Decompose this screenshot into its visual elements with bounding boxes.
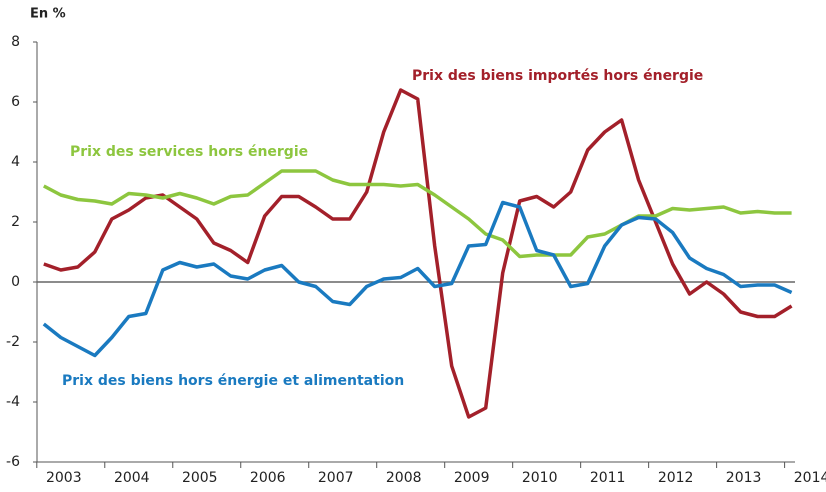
x-tick-label: 2004 xyxy=(114,470,150,486)
x-tick-label: 2007 xyxy=(318,470,354,486)
series-line xyxy=(43,88,793,419)
series-line xyxy=(42,169,792,259)
series-label: Prix des services hors énergie xyxy=(70,144,308,160)
x-tick-label: 2008 xyxy=(386,470,422,486)
x-tick-label: 2005 xyxy=(182,470,218,486)
x-tick-label: 2009 xyxy=(454,470,490,486)
x-tick-label: 2011 xyxy=(590,470,626,486)
y-tick-label: -4 xyxy=(6,394,20,410)
y-tick-label: 0 xyxy=(11,274,20,290)
x-tick-label: 2006 xyxy=(250,470,286,486)
x-tick-label: 2013 xyxy=(726,470,762,486)
y-tick-label: -6 xyxy=(6,454,20,470)
series-label: Prix des biens importés hors énergie xyxy=(412,68,703,84)
y-tick-label: 4 xyxy=(11,154,20,170)
x-tick-label: 2012 xyxy=(658,470,694,486)
y-axis-label: En % xyxy=(30,7,66,22)
y-tick-label: 2 xyxy=(11,214,20,230)
y-tick-label: 6 xyxy=(11,94,20,110)
series-label: Prix des biens hors énergie et alimentat… xyxy=(62,373,404,389)
series-line xyxy=(42,200,793,358)
y-tick-label: 8 xyxy=(11,34,20,50)
x-tick-label: 2014 xyxy=(794,470,826,486)
x-tick-label: 2010 xyxy=(522,470,558,486)
x-tick-label: 2003 xyxy=(46,470,82,486)
y-tick-label: -2 xyxy=(6,334,20,350)
